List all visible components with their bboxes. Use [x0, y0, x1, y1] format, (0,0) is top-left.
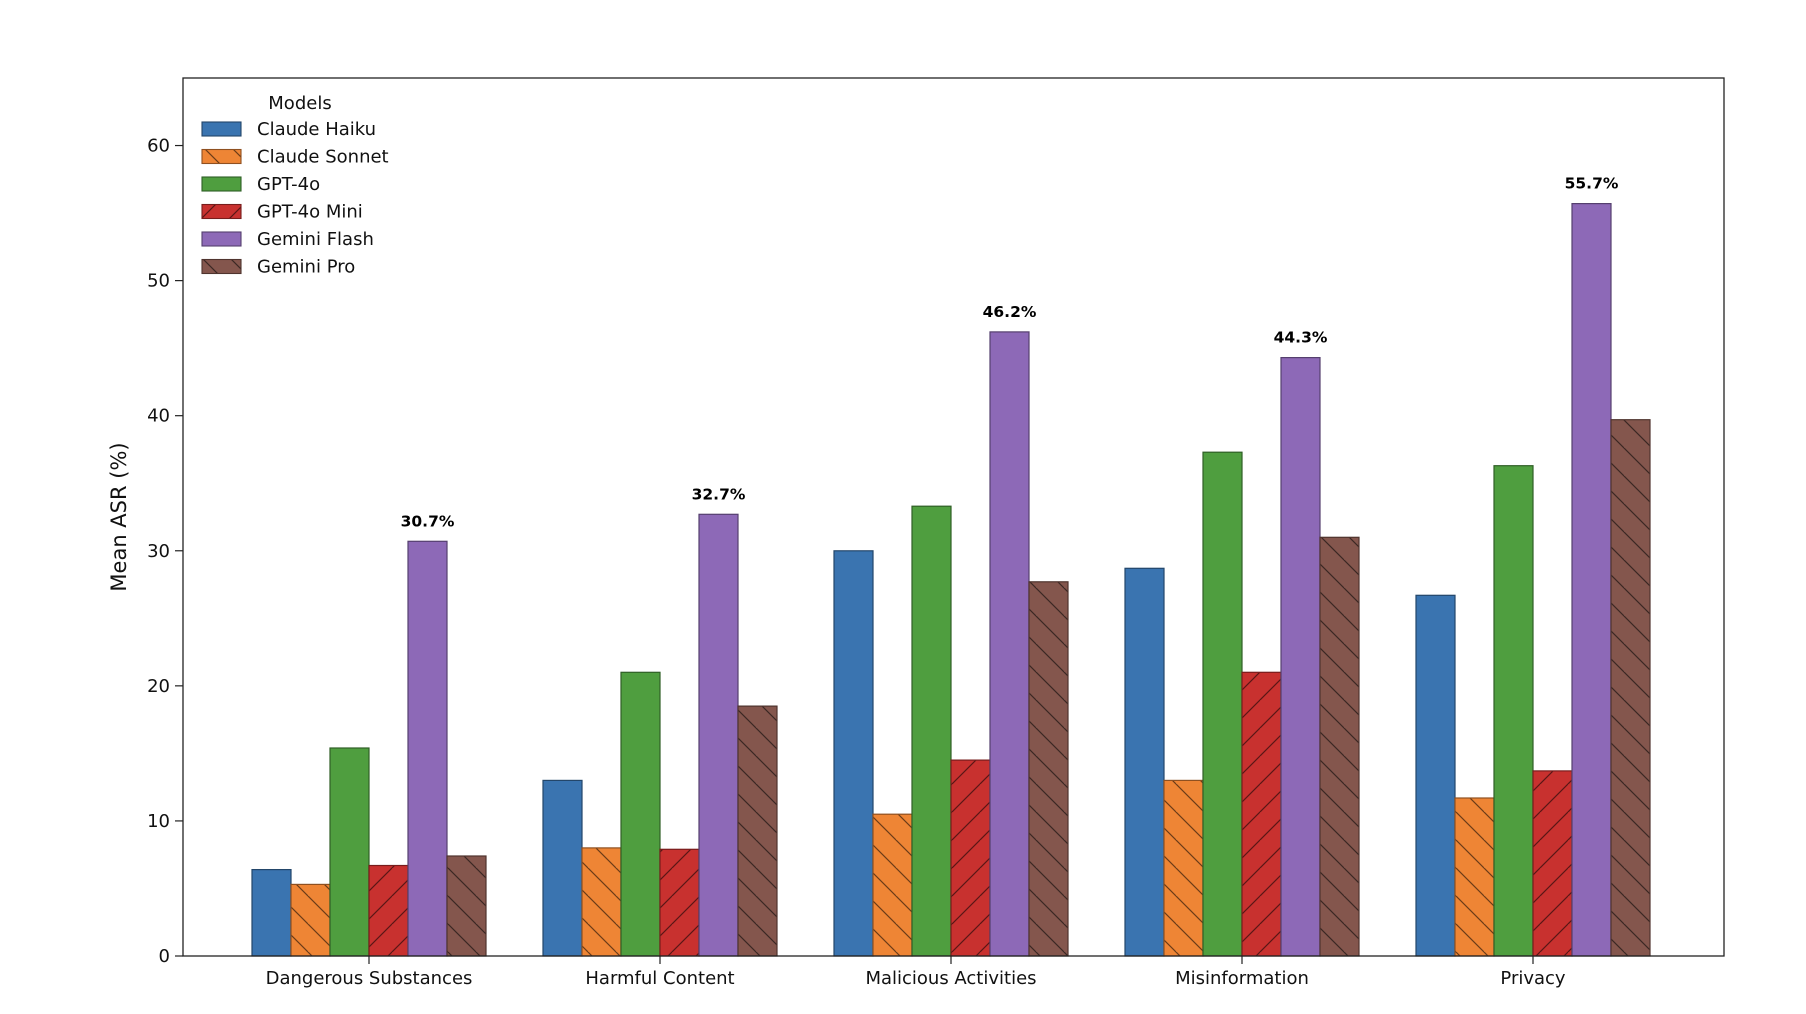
- bar-gemini-flash-harmful-content: [698, 513, 739, 957]
- y-tick-label: 20: [147, 676, 170, 697]
- legend-item-label: Gemini Flash: [257, 229, 374, 250]
- bar-claude-sonnet-privacy: [1454, 797, 1495, 957]
- x-tick-label: Harmful Content: [585, 968, 734, 989]
- x-tick-label: Misinformation: [1175, 968, 1309, 989]
- bar-gemini-flash-misinformation: [1280, 357, 1321, 957]
- bar-gemini-pro-misinformation: [1319, 536, 1360, 957]
- y-tick-label: 10: [147, 811, 170, 832]
- bar-claude-haiku-misinformation: [1124, 567, 1165, 957]
- legend-swatch: [201, 176, 242, 192]
- x-tick-label: Privacy: [1500, 968, 1566, 989]
- y-tick-label: 50: [147, 271, 170, 292]
- legend-swatch: [201, 148, 242, 165]
- x-tick-label: Dangerous Substances: [266, 968, 473, 989]
- legend-swatch: [201, 121, 242, 137]
- data-label: 44.3%: [1274, 329, 1328, 347]
- bar-claude-haiku-dangerous-substances: [251, 868, 292, 957]
- bar-gemini-flash-privacy: [1571, 203, 1612, 957]
- bar-gpt-4o-privacy: [1493, 465, 1534, 957]
- y-axis-label: Mean ASR (%): [107, 442, 131, 591]
- bar-gemini-pro-malicious-activities: [1028, 581, 1069, 957]
- bars-layer: [251, 203, 1651, 957]
- bar-gpt-4o-harmful-content: [620, 671, 661, 957]
- legend-item-label: Claude Sonnet: [257, 147, 389, 168]
- data-label: 46.2%: [983, 303, 1037, 321]
- bar-claude-sonnet-dangerous-substances: [290, 883, 331, 957]
- bar-gpt-4o-mini-malicious-activities: [950, 759, 991, 957]
- y-tick-label: 40: [147, 406, 170, 427]
- bar-gpt-4o-mini-harmful-content: [659, 848, 700, 957]
- legend-item-label: Gemini Pro: [257, 257, 355, 278]
- x-axis: Dangerous Substances Harmful Content Malic…: [266, 956, 1566, 989]
- bar-gemini-pro-dangerous-substances: [446, 855, 487, 957]
- data-label: 55.7%: [1565, 175, 1619, 193]
- bar-claude-sonnet-harmful-content: [581, 847, 622, 957]
- bar-gemini-pro-harmful-content: [737, 705, 778, 957]
- data-label: 32.7%: [692, 485, 746, 503]
- legend-title: Models: [268, 93, 331, 114]
- bar-gpt-4o-mini-misinformation: [1241, 671, 1282, 957]
- bar-claude-haiku-privacy: [1415, 594, 1456, 957]
- bar-claude-sonnet-misinformation: [1163, 779, 1204, 957]
- data-label: 30.7%: [401, 512, 455, 530]
- legend-swatch: [201, 258, 242, 275]
- bar-gemini-pro-privacy: [1610, 419, 1651, 957]
- bar-gpt-4o-mini-privacy: [1532, 770, 1573, 957]
- data-labels-layer: 30.7% 32.7% 46.2% 44.3% 55.7%: [401, 175, 1619, 531]
- legend-item-label: GPT-4o Mini: [257, 202, 363, 223]
- bar-gemini-flash-dangerous-substances: [407, 540, 448, 957]
- x-tick-label: Malicious Activities: [865, 968, 1036, 989]
- bar-gpt-4o-dangerous-substances: [329, 747, 370, 957]
- bar-gpt-4o-misinformation: [1202, 451, 1243, 957]
- y-tick-label: 60: [147, 136, 170, 157]
- bar-claude-haiku-malicious-activities: [833, 550, 874, 957]
- y-tick-label: 30: [147, 541, 170, 562]
- plot-frame: [182, 77, 1725, 957]
- bar-gpt-4o-mini-dangerous-substances: [368, 864, 409, 957]
- bar-gemini-flash-malicious-activities: [989, 331, 1030, 957]
- bar-claude-sonnet-malicious-activities: [872, 813, 913, 957]
- y-tick-label: 0: [159, 946, 170, 967]
- bar-claude-haiku-harmful-content: [542, 779, 583, 957]
- legend-swatch: [201, 203, 242, 220]
- y-axis: 0 10 20 30 40 50 60: [147, 136, 183, 967]
- legend-item-label: Claude Haiku: [257, 119, 376, 140]
- legend: Models Claude Haiku Claude Sonnet GPT-4o GPT…: [201, 93, 389, 278]
- legend-item-label: GPT-4o: [257, 174, 320, 195]
- bar-gpt-4o-malicious-activities: [911, 505, 952, 957]
- legend-swatch: [201, 231, 242, 247]
